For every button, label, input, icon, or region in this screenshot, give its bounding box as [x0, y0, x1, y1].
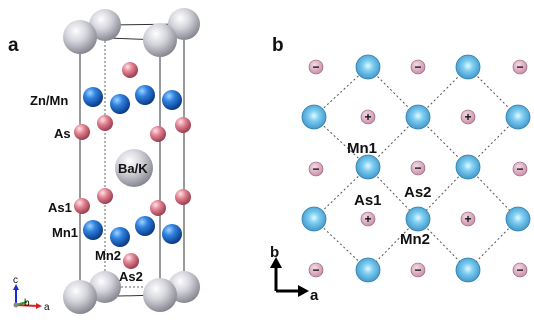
ba-corner-atoms-top: [63, 8, 200, 57]
plus-ion: +: [360, 211, 376, 227]
svg-text:−: −: [312, 60, 319, 74]
label-as2: As2: [119, 269, 143, 284]
label-b-mn2: Mn2: [400, 231, 430, 248]
label-zn-mn: Zn/Mn: [30, 93, 68, 108]
svg-text:+: +: [364, 110, 371, 124]
label-b-as2: As2: [404, 184, 432, 201]
label-b-mn1: Mn1: [347, 140, 377, 157]
label-mn1: Mn1: [52, 225, 78, 240]
svg-text:+: +: [464, 212, 471, 226]
axis-b-label-a: a: [310, 287, 319, 304]
minus-ion: −: [308, 59, 324, 75]
minus-ion: −: [512, 262, 528, 278]
minus-ion: −: [308, 161, 324, 177]
minus-ion: −: [410, 262, 426, 278]
plus-ion: +: [460, 109, 476, 125]
svg-text:−: −: [516, 162, 523, 176]
axis-label-c: c: [13, 275, 18, 286]
plus-ion: +: [360, 109, 376, 125]
lower-layer-atoms: [74, 188, 191, 269]
svg-text:−: −: [312, 162, 319, 176]
minus-ion: −: [410, 59, 426, 75]
svg-text:−: −: [414, 161, 421, 175]
svg-text:+: +: [364, 212, 371, 226]
axis-arrows-b: b a: [270, 244, 319, 304]
label-b-as1: As1: [354, 192, 382, 209]
panel-b-letter: b: [272, 35, 284, 56]
label-ba-k: Ba/K: [118, 161, 148, 176]
minus-ion: −: [410, 160, 426, 176]
plus-ions: + + + +: [360, 109, 476, 227]
svg-text:−: −: [312, 263, 319, 277]
minus-ion: −: [308, 262, 324, 278]
axis-label-a: a: [44, 302, 50, 313]
minus-ions: − − − − − − − − −: [308, 59, 528, 278]
svg-text:−: −: [516, 263, 523, 277]
ba-corner-atoms-bottom: [63, 271, 200, 314]
label-mn2: Mn2: [95, 248, 121, 263]
panel-a-letter: a: [8, 35, 19, 56]
svg-text:−: −: [414, 60, 421, 74]
panel-b: b: [270, 35, 531, 304]
axis-label-b: b: [24, 298, 30, 309]
minus-ion: −: [512, 161, 528, 177]
minus-ion: −: [512, 59, 528, 75]
svg-text:+: +: [464, 110, 471, 124]
axis-triad-a: c b a: [13, 275, 50, 313]
plus-ion: +: [460, 211, 476, 227]
ba-k-atom: [115, 149, 153, 187]
svg-text:−: −: [414, 263, 421, 277]
label-as: As: [54, 126, 71, 141]
panel-a: a: [8, 8, 200, 314]
mn-sites: [301, 54, 531, 283]
label-as1: As1: [48, 200, 72, 215]
svg-text:−: −: [516, 60, 523, 74]
upper-layer-atoms: [74, 62, 191, 142]
axis-b-label-b: b: [270, 244, 279, 261]
